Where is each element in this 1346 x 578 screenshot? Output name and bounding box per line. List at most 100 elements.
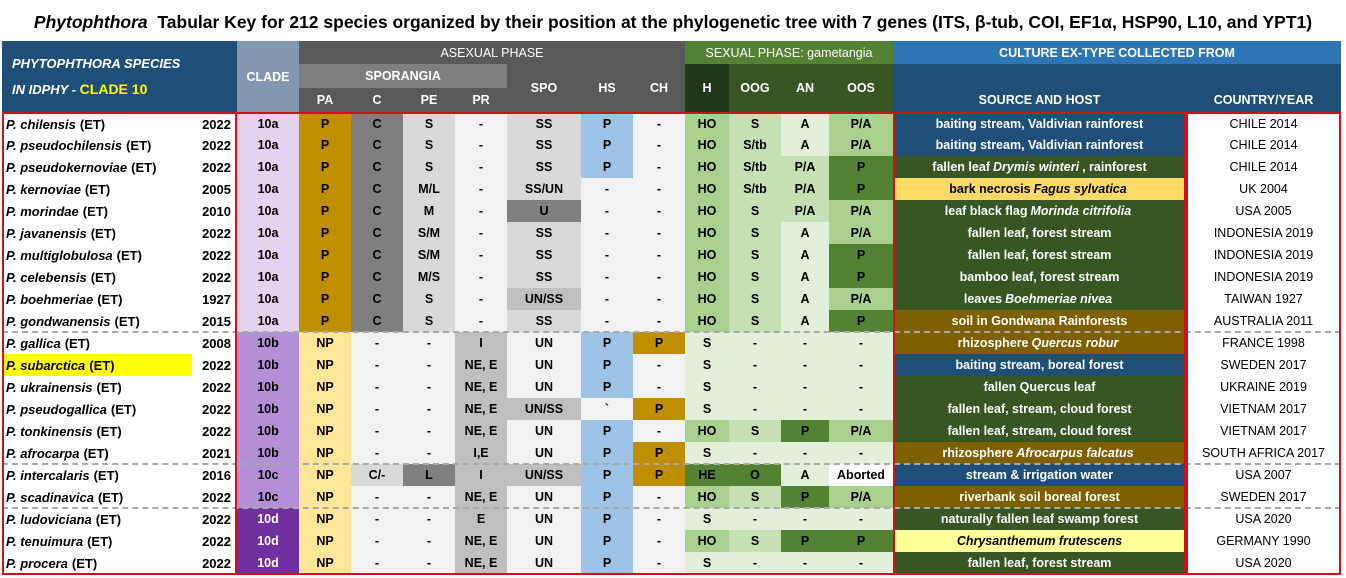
h-cell: S [685,552,729,574]
country-cell: USA 2020 [1186,508,1341,530]
c-cell: - [351,398,403,420]
pa-cell: NP [299,376,351,398]
pr-cell: - [455,200,507,222]
species-name: P. celebensis [6,269,87,285]
h-cell: HO [685,200,729,222]
year-cell: 2022 [192,530,237,552]
an-cell: A [781,113,829,135]
oos-cell: P [829,156,893,178]
species-cell: P. kernoviae (ET) [2,178,192,200]
ex-type-label: (ET) [97,489,124,505]
year-cell: 2022 [192,134,237,156]
hs-cell: P [581,332,633,354]
pa-cell: NP [299,486,351,508]
clade-cell: 10a [237,266,299,288]
spo-cell: UN [507,442,581,464]
species-cell: P. intercalaris (ET) [2,464,192,486]
an-cell: P/A [781,178,829,200]
species-cell: P. tenuimura (ET) [2,530,192,552]
c-cell: - [351,486,403,508]
h-cell: S [685,442,729,464]
col-spo: SPO [507,64,581,112]
ch-cell: - [633,354,685,376]
ch-cell: - [633,200,685,222]
species-name: P. morindae [6,203,79,219]
pe-cell: - [403,552,455,574]
pa-cell: P [299,134,351,156]
ex-type-label: (ET) [93,467,119,483]
pe-cell: M/S [403,266,455,288]
c-cell: C [351,113,403,135]
host-name: Drymis winteri [992,160,1080,174]
pe-cell: S [403,310,455,332]
oos-cell: - [829,332,893,354]
oos-cell: P/A [829,113,893,135]
pr-cell: I,E [455,442,507,464]
clade-cell: 10b [237,420,299,442]
an-cell: A [781,464,829,486]
oog-cell: S [729,113,781,135]
source-text: fallen leaf [932,160,990,174]
species-cell: P. tonkinensis (ET) [2,420,192,442]
year-cell: 2022 [192,354,237,376]
an-cell: - [781,442,829,464]
clade-cell: 10a [237,178,299,200]
species-name: P. tonkinensis [6,423,93,439]
year-cell: 2016 [192,464,237,486]
pa-cell: P [299,200,351,222]
an-cell: A [781,244,829,266]
species-name: P. subarctica [6,357,86,373]
country-cell: CHILE 2014 [1186,113,1341,135]
pr-cell: E [455,508,507,530]
title-genus: Phytophthora [33,12,148,32]
hs-cell: - [581,178,633,200]
col-pr: PR [455,88,507,112]
ex-type-label: (ET) [114,313,140,329]
clade-cell: 10a [237,310,299,332]
ch-cell: - [633,508,685,530]
source-cell: fallen leaf, stream, cloud forest [893,398,1186,420]
oos-cell: P/A [829,134,893,156]
ch-cell: - [633,420,685,442]
pr-cell: - [455,244,507,266]
pr-cell: I [455,332,507,354]
h-cell: HO [685,244,729,266]
pr-cell: - [455,222,507,244]
year-cell: 2022 [192,486,237,508]
clade-10-label: CLADE 10 [79,81,148,97]
hs-cell: ` [581,398,633,420]
c-cell: - [351,420,403,442]
hs-cell: - [581,310,633,332]
source-text: bark necrosis [949,182,1031,196]
host-name: Fagus sylvatica [1033,182,1127,196]
ex-type-label: (ET) [79,116,106,132]
pa-cell: NP [299,332,351,354]
pe-cell: - [403,420,455,442]
oog-cell: - [729,398,781,420]
pa-cell: P [299,222,351,244]
hs-cell: - [581,266,633,288]
ch-cell: - [633,156,685,178]
year-cell: 2010 [192,200,237,222]
ch-cell: - [633,486,685,508]
species-name: P. afrocarpa [6,445,80,461]
pr-cell: NE, E [455,354,507,376]
h-cell: HO [685,113,729,135]
source-text: fallen leaf, forest stream [967,226,1112,240]
host-name: Morinda citrifolia [1030,204,1132,218]
source-cell: fallen leaf, forest stream [893,552,1186,574]
pr-cell: NE, E [455,420,507,442]
col-pa: PA [299,88,351,112]
pr-cell: NE, E [455,530,507,552]
col-an: AN [781,64,829,112]
oog-cell: S [729,530,781,552]
species-cell: P. afrocarpa (ET) [2,442,192,464]
oog-cell: - [729,508,781,530]
oog-cell: S [729,200,781,222]
ex-type-label: (ET) [89,357,115,373]
pe-cell: - [403,530,455,552]
pa-cell: NP [299,354,351,376]
source-text: bamboo leaf, forest stream [959,270,1120,284]
oos-cell: P [829,266,893,288]
hs-cell: P [581,156,633,178]
